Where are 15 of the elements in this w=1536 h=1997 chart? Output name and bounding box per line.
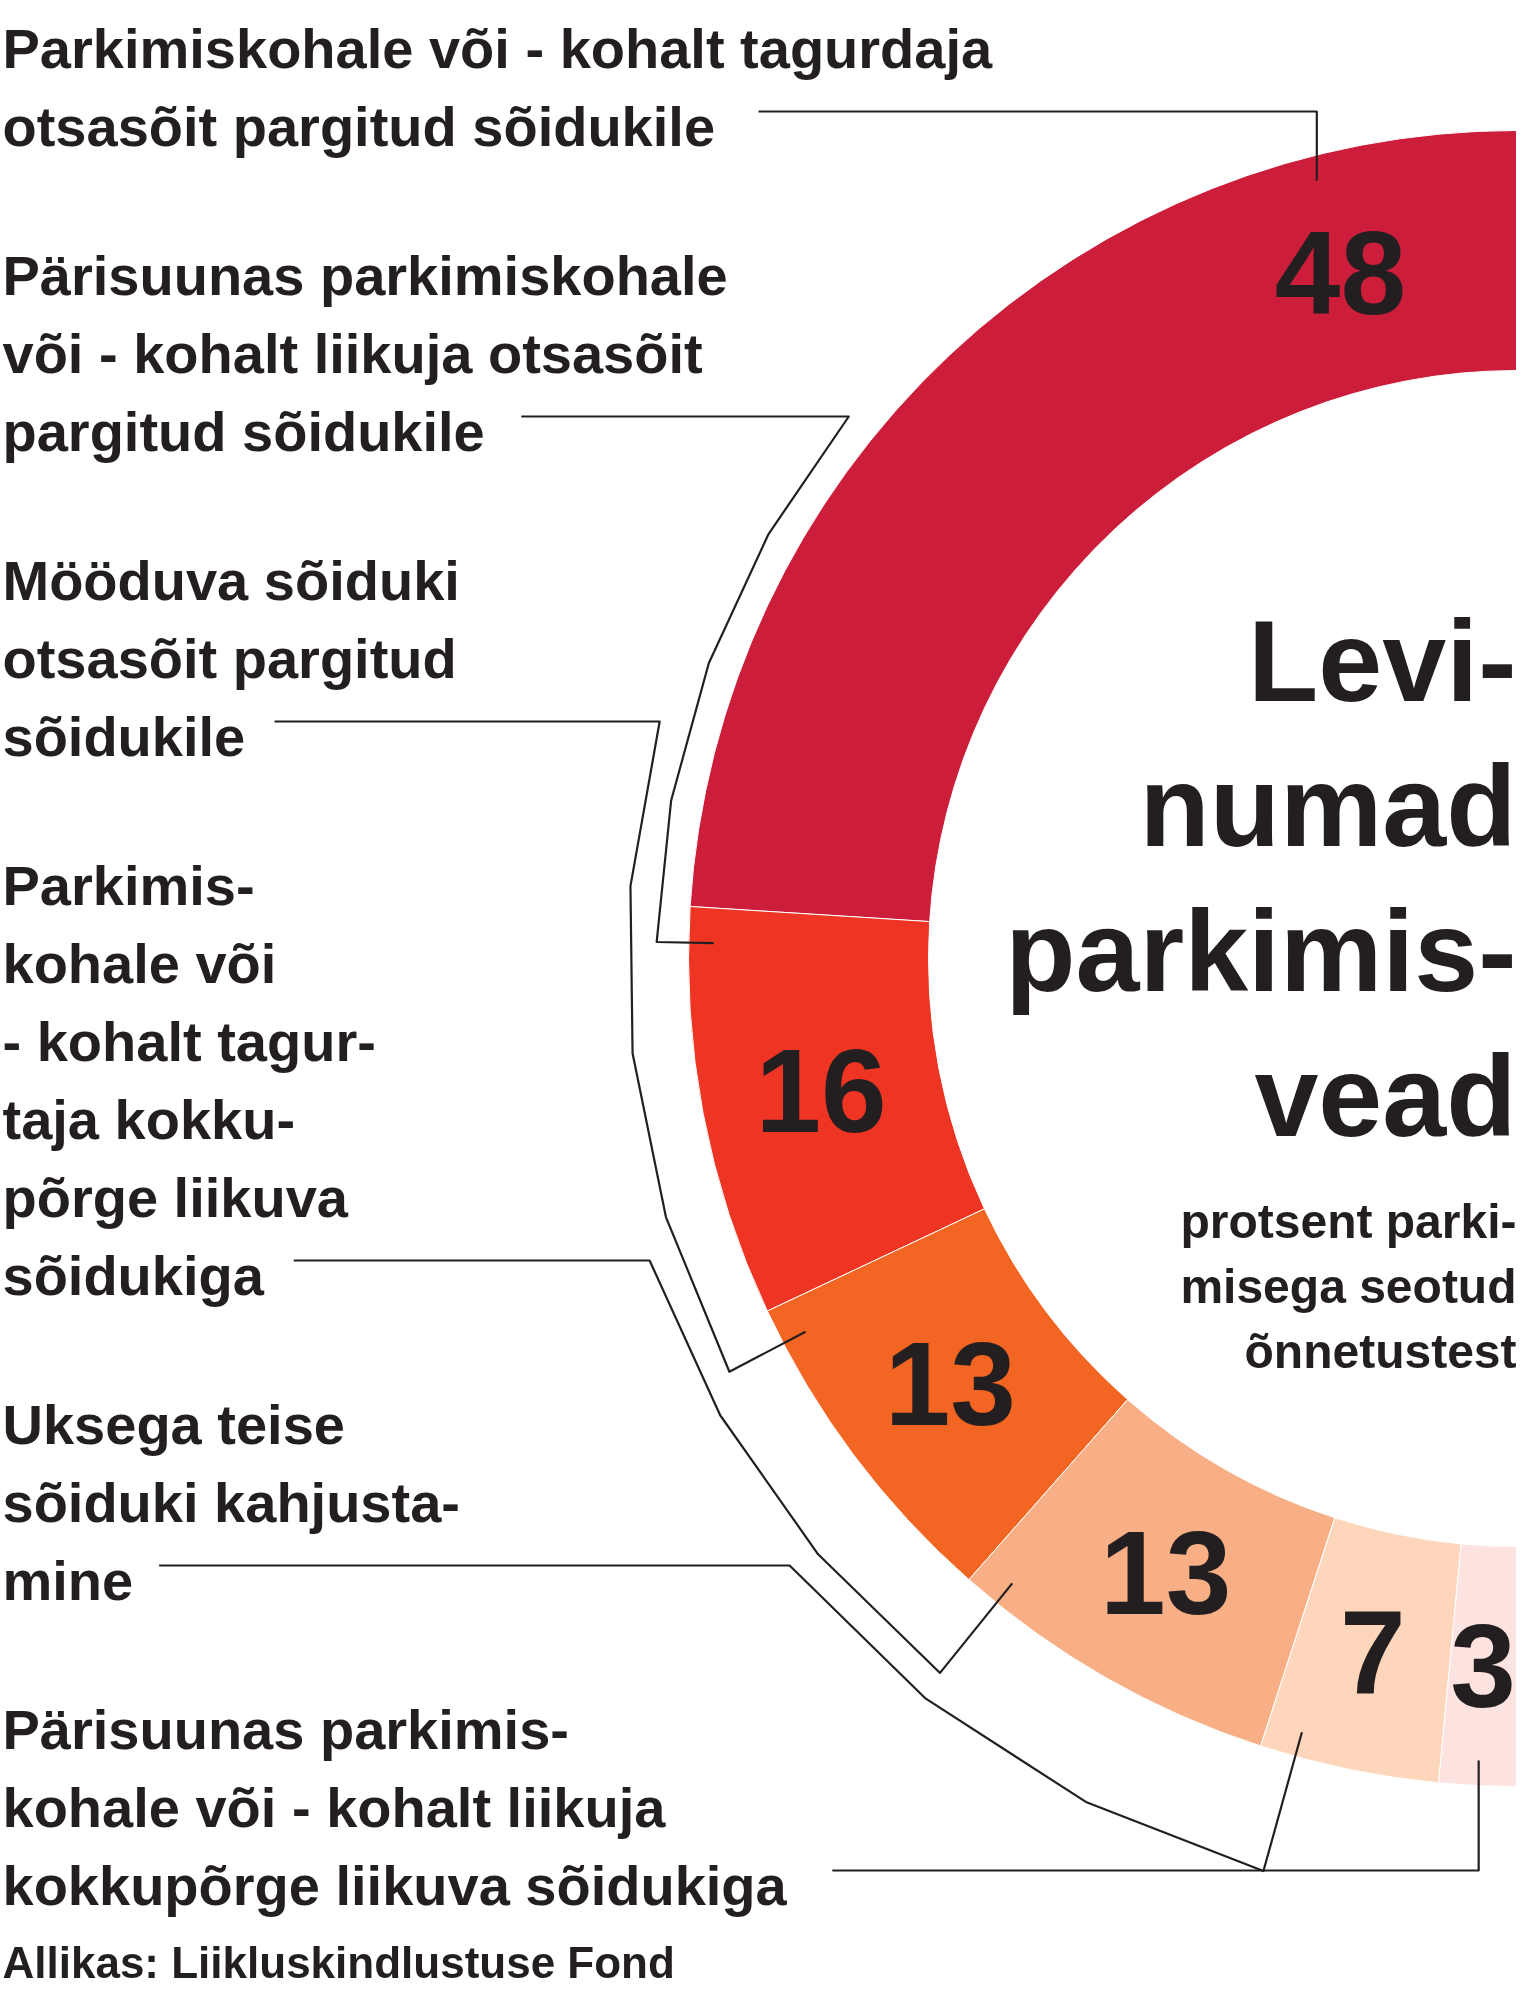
data-label: 13 — [884, 1317, 1016, 1450]
slice-label: Parkimiskohale või - kohalt tagurdaja otsasõit pargitud sõidukile — [2, 17, 994, 158]
data-label: 48 — [1274, 206, 1407, 339]
slice-label: Mööduva sõiduki otsasõit pargitud sõidukile — [2, 549, 460, 768]
slice-label: Uksega teise sõiduki kahjusta- mine — [2, 1393, 460, 1612]
slice-label: Parkimis- kohale või - kohalt tagur- taja kokku- põrge liikuva sõidukiga — [2, 854, 376, 1307]
data-label: 16 — [755, 1025, 887, 1158]
slice-label: Pärisuunas parkimiskohale või - kohalt liikuja otsasõit pargitud sõidukile — [2, 244, 728, 463]
data-label: 13 — [1100, 1507, 1232, 1640]
text: protsent parki- misega seotud õnnetustest — [1180, 1195, 1517, 1378]
data-label: 7 — [1340, 1585, 1406, 1718]
text: Levi- numad parkimis- vead — [1005, 596, 1517, 1160]
slice-label: Pärisuunas parkimis- kohale või - kohalt liikuja kokkupõrge liikuva sõidukiga — [2, 1698, 788, 1917]
data-label: 3 — [1450, 1599, 1516, 1732]
text: Allikas: Liikluskindlustuse Fond — [2, 1938, 675, 1987]
